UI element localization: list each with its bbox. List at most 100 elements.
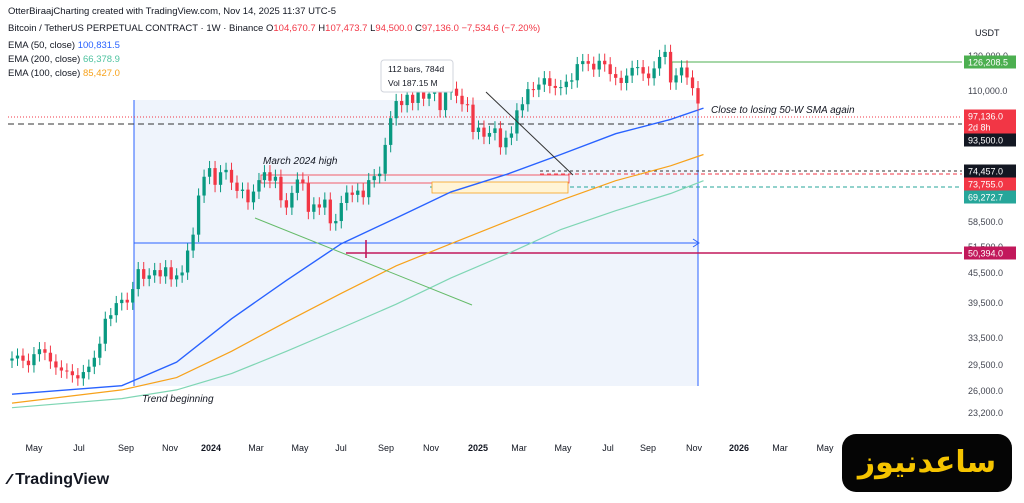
tooltip-vol: Vol 187.15 M — [388, 78, 438, 88]
march-high-red-box — [260, 174, 570, 184]
created-line: OtterBiraajCharting created with Trading… — [8, 6, 337, 17]
currency-label: USDT — [975, 28, 1000, 38]
x-tick-label: Mar — [511, 443, 527, 453]
candle-body — [235, 182, 239, 191]
candle-body — [147, 275, 151, 279]
candle-body — [663, 51, 667, 57]
candle-body — [559, 87, 563, 89]
ema200-line — [11, 180, 704, 409]
candle-body — [37, 349, 42, 355]
ema50-legend[interactable]: EMA (50, close) 100,831.5 — [8, 40, 120, 51]
candle-body — [421, 88, 426, 99]
candle-body — [153, 270, 157, 276]
candle-body — [246, 189, 250, 203]
y-tick-label: 26,000.0 — [968, 386, 1003, 396]
candle-body — [482, 127, 486, 137]
candle-body — [592, 63, 596, 70]
price-badge — [964, 177, 1016, 191]
candle-body — [317, 204, 321, 208]
candle-body — [537, 84, 541, 90]
green-trend-line — [254, 217, 473, 306]
candle-body — [526, 89, 530, 105]
candle-body — [98, 343, 102, 358]
candle-body — [460, 95, 464, 105]
candle-body — [696, 88, 700, 104]
candle-body — [487, 132, 492, 137]
candle-body — [240, 189, 245, 191]
ema100-legend[interactable]: EMA (100, close) 85,427.0 — [8, 68, 120, 79]
candle-body — [76, 375, 80, 379]
candle-body — [531, 89, 536, 91]
tooltip-bars: 112 bars, 784d — [388, 64, 444, 74]
x-tick-label: May — [816, 443, 834, 453]
price-badge-text: 126,208.5 — [968, 58, 1008, 68]
x-tick-label: Mar — [772, 443, 788, 453]
candle-body — [646, 73, 651, 79]
candle-body — [372, 176, 376, 181]
price-badge — [964, 190, 1016, 204]
price-badge-text: 93,500.0 — [968, 136, 1003, 146]
price-badge-text: 74,457.0 — [968, 167, 1003, 177]
candle-body — [229, 169, 234, 183]
candle-body — [504, 137, 508, 148]
candle-body — [284, 200, 289, 208]
candle-body — [553, 85, 557, 88]
candle-body — [295, 179, 300, 193]
candle-body — [367, 180, 371, 198]
candle-body — [180, 272, 184, 276]
candle-body — [350, 192, 354, 195]
candle-body — [87, 366, 91, 373]
candle-body — [471, 104, 475, 132]
candle-body — [608, 64, 612, 75]
tradingview-brand[interactable]: ⁄⁄ TradingView — [8, 471, 109, 489]
x-tick-label: 2025 — [468, 443, 488, 453]
candle-body — [279, 176, 283, 201]
candle-body — [142, 269, 146, 279]
candle-body — [273, 176, 278, 181]
price-badge — [964, 109, 1016, 123]
y-tick-label: 110,000.0 — [968, 86, 1007, 96]
ema50-value: 100,831.5 — [77, 40, 120, 51]
candle-body — [405, 94, 409, 106]
candle-body — [224, 169, 228, 173]
candle-body — [251, 191, 256, 203]
candle-body — [597, 60, 601, 70]
x-tick-label: 2026 — [729, 443, 749, 453]
candle-body — [136, 269, 140, 290]
y-tick-label: 39,500.0 — [968, 298, 1003, 308]
candle-body — [443, 92, 448, 111]
candle-body — [103, 318, 107, 344]
x-tick-label: May — [554, 443, 572, 453]
candle-body — [218, 172, 223, 185]
price-badge-text: 50,394.0 — [968, 249, 1003, 259]
y-tick-label: 23,200.0 — [968, 408, 1003, 418]
candle-body — [345, 192, 349, 203]
candle-body — [262, 172, 267, 181]
x-tick-label: May — [25, 443, 43, 453]
candle-body — [339, 202, 343, 222]
candle-body — [257, 180, 261, 192]
candle-body — [581, 61, 585, 65]
candle-body — [416, 88, 420, 103]
candle-body — [312, 204, 316, 212]
candle-body — [630, 67, 634, 76]
ohlc-low-label: L — [370, 23, 376, 34]
candle-body — [114, 303, 118, 316]
tradingview-logo-icon: ⁄⁄ — [8, 471, 12, 488]
x-tick-label: Nov — [686, 443, 703, 453]
tradingview-name: TradingView — [15, 471, 110, 488]
candle-body — [454, 88, 459, 96]
candle-body — [410, 94, 415, 103]
candle-body — [26, 360, 31, 366]
ema200-legend[interactable]: EMA (200, close) 66,378.9 — [8, 54, 120, 65]
ohlc-open-label: O — [266, 23, 274, 34]
bars-tooltip — [380, 59, 454, 93]
price-badge — [964, 164, 1016, 178]
candle-body — [70, 371, 75, 376]
x-tick-label: Nov — [423, 443, 440, 453]
ema200-value: 66,378.9 — [82, 54, 120, 65]
close-losing-label: Close to losing 50-W SMA again — [711, 105, 855, 116]
candle-body — [65, 370, 69, 372]
candle-body — [674, 75, 678, 83]
